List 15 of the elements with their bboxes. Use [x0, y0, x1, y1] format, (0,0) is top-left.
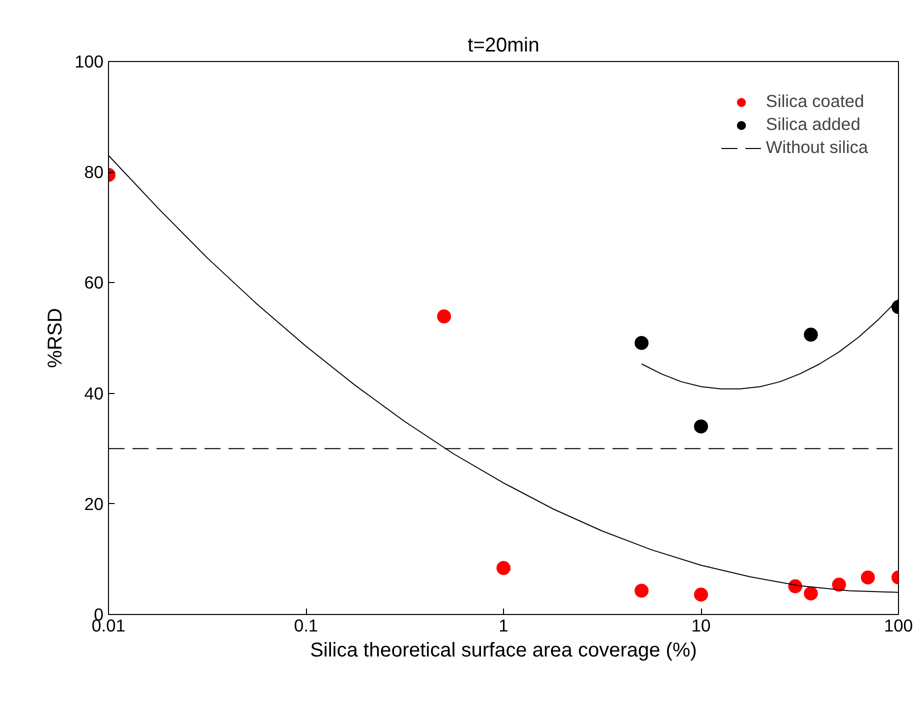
y-axis-title: %RSD [44, 308, 67, 368]
y-tick-label: 20 [84, 494, 104, 514]
chart-title: t=20min [468, 34, 540, 56]
legend-label: Silica added [766, 114, 860, 135]
legend-label: Without silica [766, 137, 868, 158]
x-tick-label: 100 [884, 616, 913, 636]
x-tick-label: 10 [691, 616, 711, 636]
y-tick-label: 100 [74, 52, 104, 72]
x-tick-label: 1 [498, 616, 508, 636]
y-tick-label: 80 [84, 162, 104, 182]
x-tick-label: 0.1 [294, 616, 318, 636]
y-tick-label: 60 [84, 272, 104, 293]
legend-label: Silica coated [766, 91, 864, 112]
y-tick-label: 40 [84, 383, 104, 404]
x-axis-title: Silica theoretical surface area coverage (%) [310, 640, 697, 662]
